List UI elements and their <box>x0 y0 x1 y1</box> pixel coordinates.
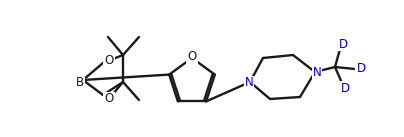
Text: D: D <box>341 82 349 95</box>
Text: D: D <box>339 38 347 51</box>
Text: O: O <box>104 92 114 105</box>
Text: O: O <box>187 51 197 64</box>
Text: O: O <box>104 54 114 66</box>
Text: B: B <box>76 75 84 89</box>
Text: N: N <box>313 66 321 79</box>
Text: N: N <box>245 76 253 89</box>
Text: D: D <box>356 62 366 75</box>
